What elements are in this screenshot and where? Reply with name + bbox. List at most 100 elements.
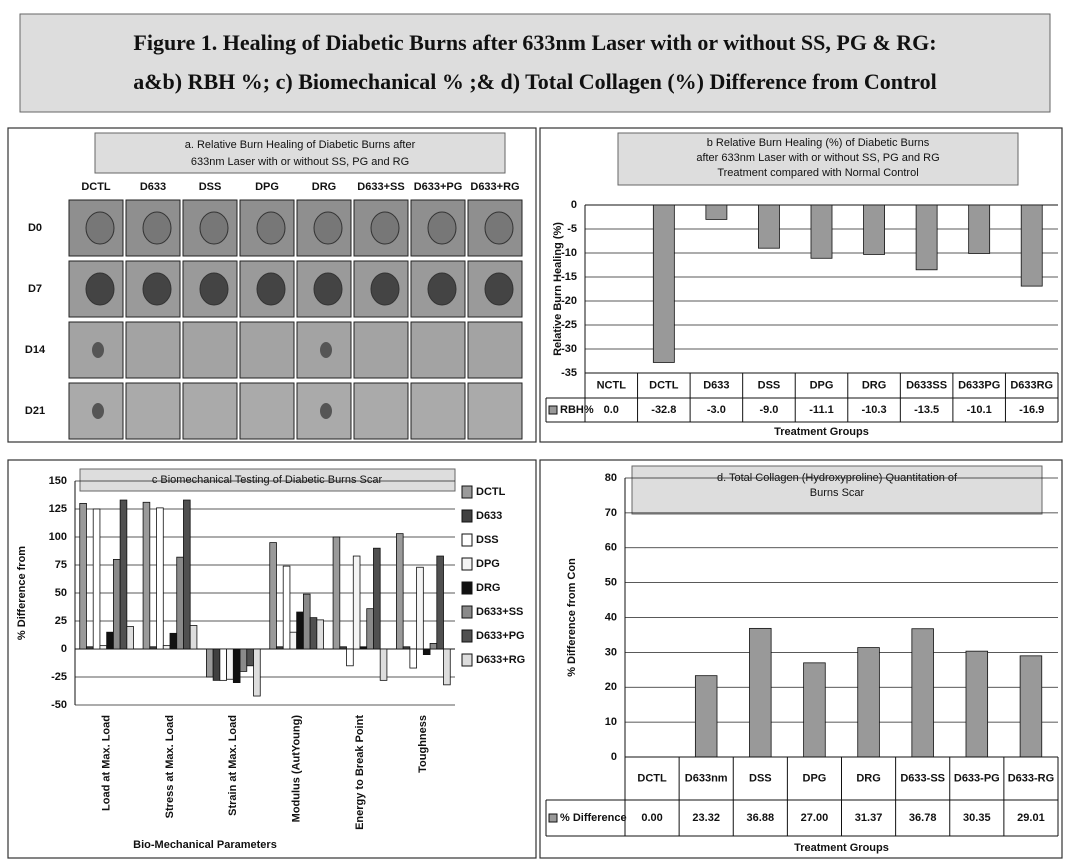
x-tick-label: DCTL xyxy=(637,772,667,784)
bar xyxy=(436,555,444,650)
x-tick-label: DPG xyxy=(810,379,834,391)
wound xyxy=(92,342,104,358)
panel-c-title-box xyxy=(79,468,456,492)
y-tick-label: -25 xyxy=(51,671,67,683)
y-tick-label: 10 xyxy=(605,716,617,728)
data-label: -11.1 xyxy=(809,404,833,416)
photo xyxy=(125,382,181,440)
bar xyxy=(269,542,277,650)
data-label: -9.0 xyxy=(759,404,778,416)
photo xyxy=(410,321,466,379)
panel-c xyxy=(7,459,537,859)
chart-title: b Relative Burn Healing (%) of Diabetic … xyxy=(707,137,930,149)
wound xyxy=(320,342,332,358)
photo xyxy=(239,382,295,440)
y-tick-label: -5 xyxy=(567,223,577,235)
bar xyxy=(253,648,261,697)
column-label: D633+PG xyxy=(414,181,463,193)
bar xyxy=(309,617,318,650)
bar xyxy=(810,204,833,259)
bar xyxy=(422,648,431,655)
bar xyxy=(379,648,388,681)
bar xyxy=(339,646,347,650)
x-tick-label: D633-SS xyxy=(900,772,945,784)
bar xyxy=(332,536,341,650)
y-tick-label: 0 xyxy=(611,751,617,763)
column-label: DSS xyxy=(199,181,222,193)
panel-a xyxy=(7,127,537,443)
bar xyxy=(239,648,248,672)
chart-title: Burns Scar xyxy=(810,487,865,499)
bar xyxy=(863,204,885,255)
photo xyxy=(353,321,409,379)
wound xyxy=(313,272,343,306)
legend-label: D633+PG xyxy=(476,630,525,642)
bar xyxy=(911,628,934,758)
panel-a-title-box xyxy=(94,132,506,174)
bar xyxy=(373,547,381,650)
bar xyxy=(189,625,198,650)
y-tick-label: -15 xyxy=(561,271,577,283)
wound xyxy=(85,272,115,306)
y-axis-label: % Difference from Con xyxy=(566,558,578,677)
bar xyxy=(359,646,368,650)
y-tick-label: 150 xyxy=(49,475,67,487)
photo xyxy=(125,321,181,379)
x-tick-label: DSS xyxy=(758,379,781,391)
data-label: 27.00 xyxy=(801,812,829,824)
y-tick-label: 30 xyxy=(605,646,617,658)
y-tick-label: -35 xyxy=(561,367,577,379)
row-label: D0 xyxy=(28,222,42,234)
bar xyxy=(92,508,101,650)
column-label: D633 xyxy=(140,181,166,193)
chart-title: Treatment compared with Normal Control xyxy=(717,167,918,179)
legend-label: D633+RG xyxy=(476,654,525,666)
column-label: DCTL xyxy=(81,181,111,193)
bar xyxy=(79,502,87,650)
panel-d xyxy=(539,459,1063,859)
legend-swatch xyxy=(461,581,473,595)
bar xyxy=(316,619,324,650)
x-tick-label: D633nm xyxy=(685,772,728,784)
legend-label: DPG xyxy=(476,558,500,570)
panel-b-title-box xyxy=(617,132,1019,186)
y-tick-label: 50 xyxy=(605,577,617,589)
legend-label: DRG xyxy=(476,582,500,594)
data-label: 0.0 xyxy=(604,404,619,416)
bar xyxy=(366,608,374,650)
data-label: 36.78 xyxy=(909,812,937,824)
bar xyxy=(803,662,826,758)
legend-swatch xyxy=(461,485,473,499)
y-axis-label: % Difference from xyxy=(16,546,28,640)
bar xyxy=(968,204,991,254)
wound xyxy=(142,272,172,306)
bar xyxy=(352,555,361,650)
data-label: -3.0 xyxy=(707,404,726,416)
x-tick-label: Modulus (AutYoung) xyxy=(291,715,303,823)
bar xyxy=(246,648,254,667)
wound xyxy=(313,211,343,245)
bar xyxy=(86,646,94,650)
legend-label: D633+SS xyxy=(476,606,523,618)
legend-label: DCTL xyxy=(476,486,506,498)
bar xyxy=(443,648,451,686)
bar xyxy=(232,648,241,683)
photo xyxy=(353,382,409,440)
bar xyxy=(758,204,780,249)
bar xyxy=(183,499,191,650)
panel-b xyxy=(539,127,1063,443)
bar xyxy=(429,643,438,650)
bar xyxy=(149,646,157,650)
x-tick-label: D633-PG xyxy=(954,772,1000,784)
bar xyxy=(409,648,418,669)
bar xyxy=(1019,655,1043,758)
x-tick-label: DRG xyxy=(862,379,886,391)
row-label: D21 xyxy=(25,405,45,417)
legend-label: RBH% xyxy=(560,404,594,416)
panel-a-title: a. Relative Burn Healing of Diabetic Bur… xyxy=(185,139,416,151)
y-tick-label: 125 xyxy=(49,503,67,515)
wound xyxy=(199,211,229,245)
wound xyxy=(92,403,104,419)
bar xyxy=(212,648,221,681)
wound xyxy=(370,272,400,306)
